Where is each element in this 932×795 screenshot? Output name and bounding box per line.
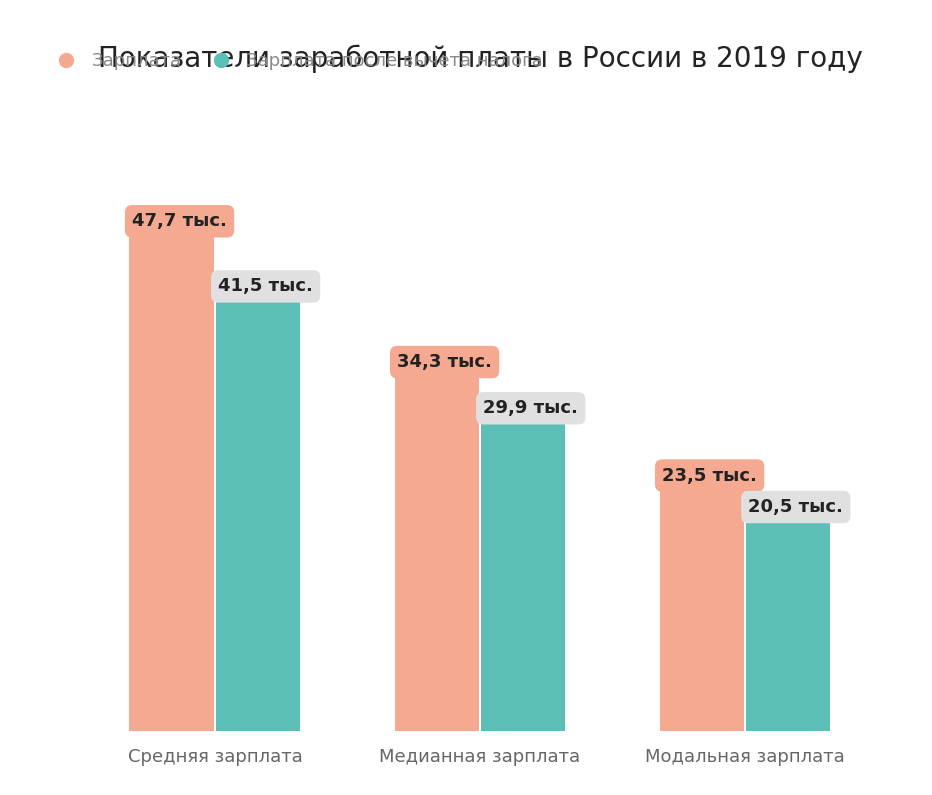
Bar: [746, 516, 830, 731]
Text: 47,7 тыс.: 47,7 тыс.: [132, 212, 227, 231]
Text: 20,5 тыс.: 20,5 тыс.: [748, 498, 843, 516]
Text: 41,5 тыс.: 41,5 тыс.: [218, 277, 313, 296]
Text: 34,3 тыс.: 34,3 тыс.: [397, 353, 492, 371]
Bar: [660, 484, 745, 731]
Legend: Зарплата, Зарплата после вычета налога: Зарплата, Зарплата после вычета налога: [48, 52, 543, 70]
Bar: [481, 417, 566, 731]
Text: 23,5 тыс.: 23,5 тыс.: [663, 467, 757, 484]
Bar: [215, 296, 300, 731]
Title: Показатели заработной платы в России в 2019 году: Показатели заработной платы в России в 2…: [98, 45, 862, 72]
Bar: [130, 231, 214, 731]
Bar: [394, 371, 479, 731]
Text: 29,9 тыс.: 29,9 тыс.: [484, 399, 578, 417]
